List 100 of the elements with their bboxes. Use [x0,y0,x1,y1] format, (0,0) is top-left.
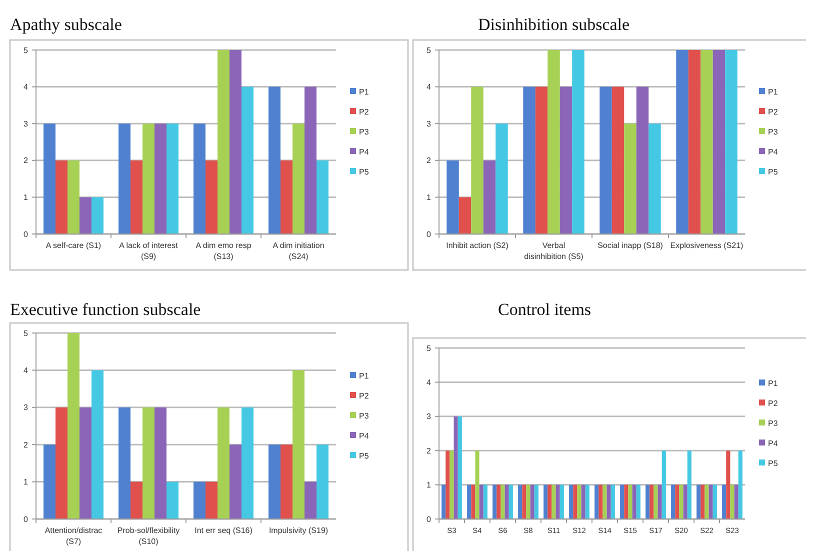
x-tick-label: Explosiveness (S21) [670,241,744,250]
bar [646,484,650,519]
bar [612,86,624,234]
x-tick-label: Impulsivity (S19) [268,526,328,535]
legend-label: P4 [359,431,370,440]
legend-label: P2 [768,107,778,116]
bar [712,50,726,234]
x-tick-label: Int err seq (S16) [194,526,253,535]
y-tick-label: 0 [24,514,29,524]
y-tick-label: 1 [426,193,432,202]
legend-label: P2 [768,398,778,408]
bar [304,482,316,519]
bar [654,484,658,519]
bar [44,124,56,234]
bar [683,484,688,519]
y-tick-label: 5 [426,344,432,353]
legend-label: P2 [359,107,370,116]
bar [548,50,560,234]
y-tick-label: 1 [426,480,432,490]
bar [712,484,717,519]
bar [471,484,476,519]
bar [523,86,536,234]
y-tick-label: 1 [24,478,29,487]
bar [594,484,599,519]
bar [292,124,304,234]
bar [142,407,154,519]
y-tick-label: 4 [24,366,29,375]
legend-label: P4 [768,438,778,448]
bar [268,86,280,234]
legend-label: P3 [359,411,370,420]
y-tick-label: 0 [426,230,432,239]
bar [467,484,472,519]
bar [500,484,505,519]
bar [560,484,564,519]
chart-title: Executive function subscale [10,300,201,319]
bar [632,484,636,519]
bar [572,50,584,234]
bar [544,484,548,519]
legend-label: P3 [768,127,778,136]
bar [218,407,230,519]
bar [166,124,178,234]
bar [518,484,522,519]
bar [658,484,662,519]
chart-title: Apathy subscale [10,15,122,34]
x-tick-label: Attention/distrac (S7) [44,526,102,546]
bar [56,407,68,519]
bar [304,86,316,234]
bar [679,484,684,519]
bar [535,86,548,234]
y-tick-label: 5 [24,328,29,338]
bar [552,484,556,519]
bar [242,86,254,234]
legend-label: P5 [359,451,370,460]
y-tick-label: 0 [24,230,29,239]
bar [450,450,454,519]
bar [154,407,166,519]
bar [577,484,582,519]
bar [206,482,218,519]
bar [492,484,497,519]
bar [624,484,628,519]
x-tick-label: A lack of interest (S9) [119,241,179,261]
bar [676,50,688,234]
y-tick-label: 3 [24,403,29,412]
bar [624,124,636,234]
bar [581,484,586,519]
y-tick-label: 4 [426,378,432,387]
bar [454,416,458,519]
bar [130,160,142,234]
bar [92,370,104,519]
bar [242,407,254,519]
legend-label: P2 [359,391,370,400]
y-tick-label: 4 [426,82,432,92]
bar [671,484,676,519]
bar [442,484,446,519]
y-tick-label: 2 [426,446,432,456]
bar [688,50,701,234]
y-tick-label: 0 [426,514,432,524]
y-tick-label: 4 [24,82,29,92]
legend-label: P1 [359,87,370,96]
bar [556,484,560,519]
legend-label: P4 [359,147,370,156]
y-tick-label: 1 [24,193,29,202]
bar [206,160,218,234]
bar [218,50,230,234]
bar [600,86,612,234]
bar [316,444,328,519]
bar [230,50,242,234]
bar [292,370,304,519]
bar [610,484,615,519]
bar [734,484,738,519]
bar [504,484,509,519]
bar [56,160,68,234]
bar [479,484,484,519]
bar [738,450,742,519]
bar [268,444,280,519]
bar [675,484,680,519]
bar [483,484,488,519]
bar [166,482,178,519]
bar [508,484,513,519]
bar [696,484,701,519]
